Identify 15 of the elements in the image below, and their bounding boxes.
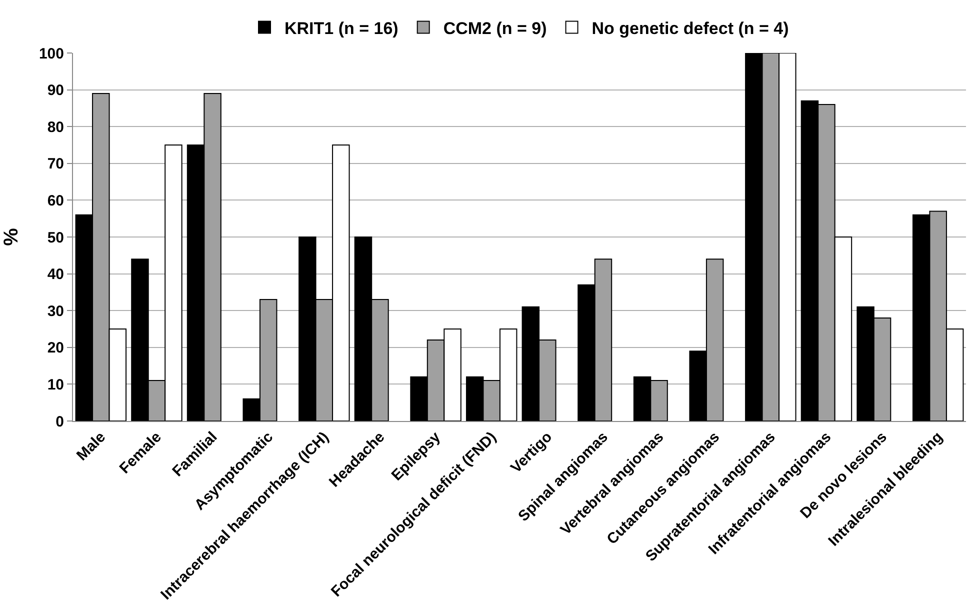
y-tick-label: 20 bbox=[47, 340, 64, 357]
legend-label: KRIT1 (n = 16) bbox=[284, 18, 398, 38]
legend-label: CCM2 (n = 9) bbox=[443, 18, 547, 38]
y-tick-label: 80 bbox=[47, 118, 64, 136]
y-tick-label: 90 bbox=[47, 82, 64, 100]
y-tick-label: 10 bbox=[47, 376, 64, 394]
legend-label: No genetic defect (n = 4) bbox=[592, 18, 789, 38]
y-tick-label: 50 bbox=[47, 229, 64, 246]
y-tick-label: 70 bbox=[47, 156, 64, 173]
y-tick-label: 30 bbox=[47, 302, 64, 320]
y-tick-label: 100 bbox=[38, 45, 64, 62]
y-axis-title: % bbox=[0, 228, 22, 246]
y-tick-label: 40 bbox=[47, 266, 64, 284]
y-tick-label: 60 bbox=[47, 192, 64, 210]
y-tick-label: 0 bbox=[56, 413, 64, 430]
